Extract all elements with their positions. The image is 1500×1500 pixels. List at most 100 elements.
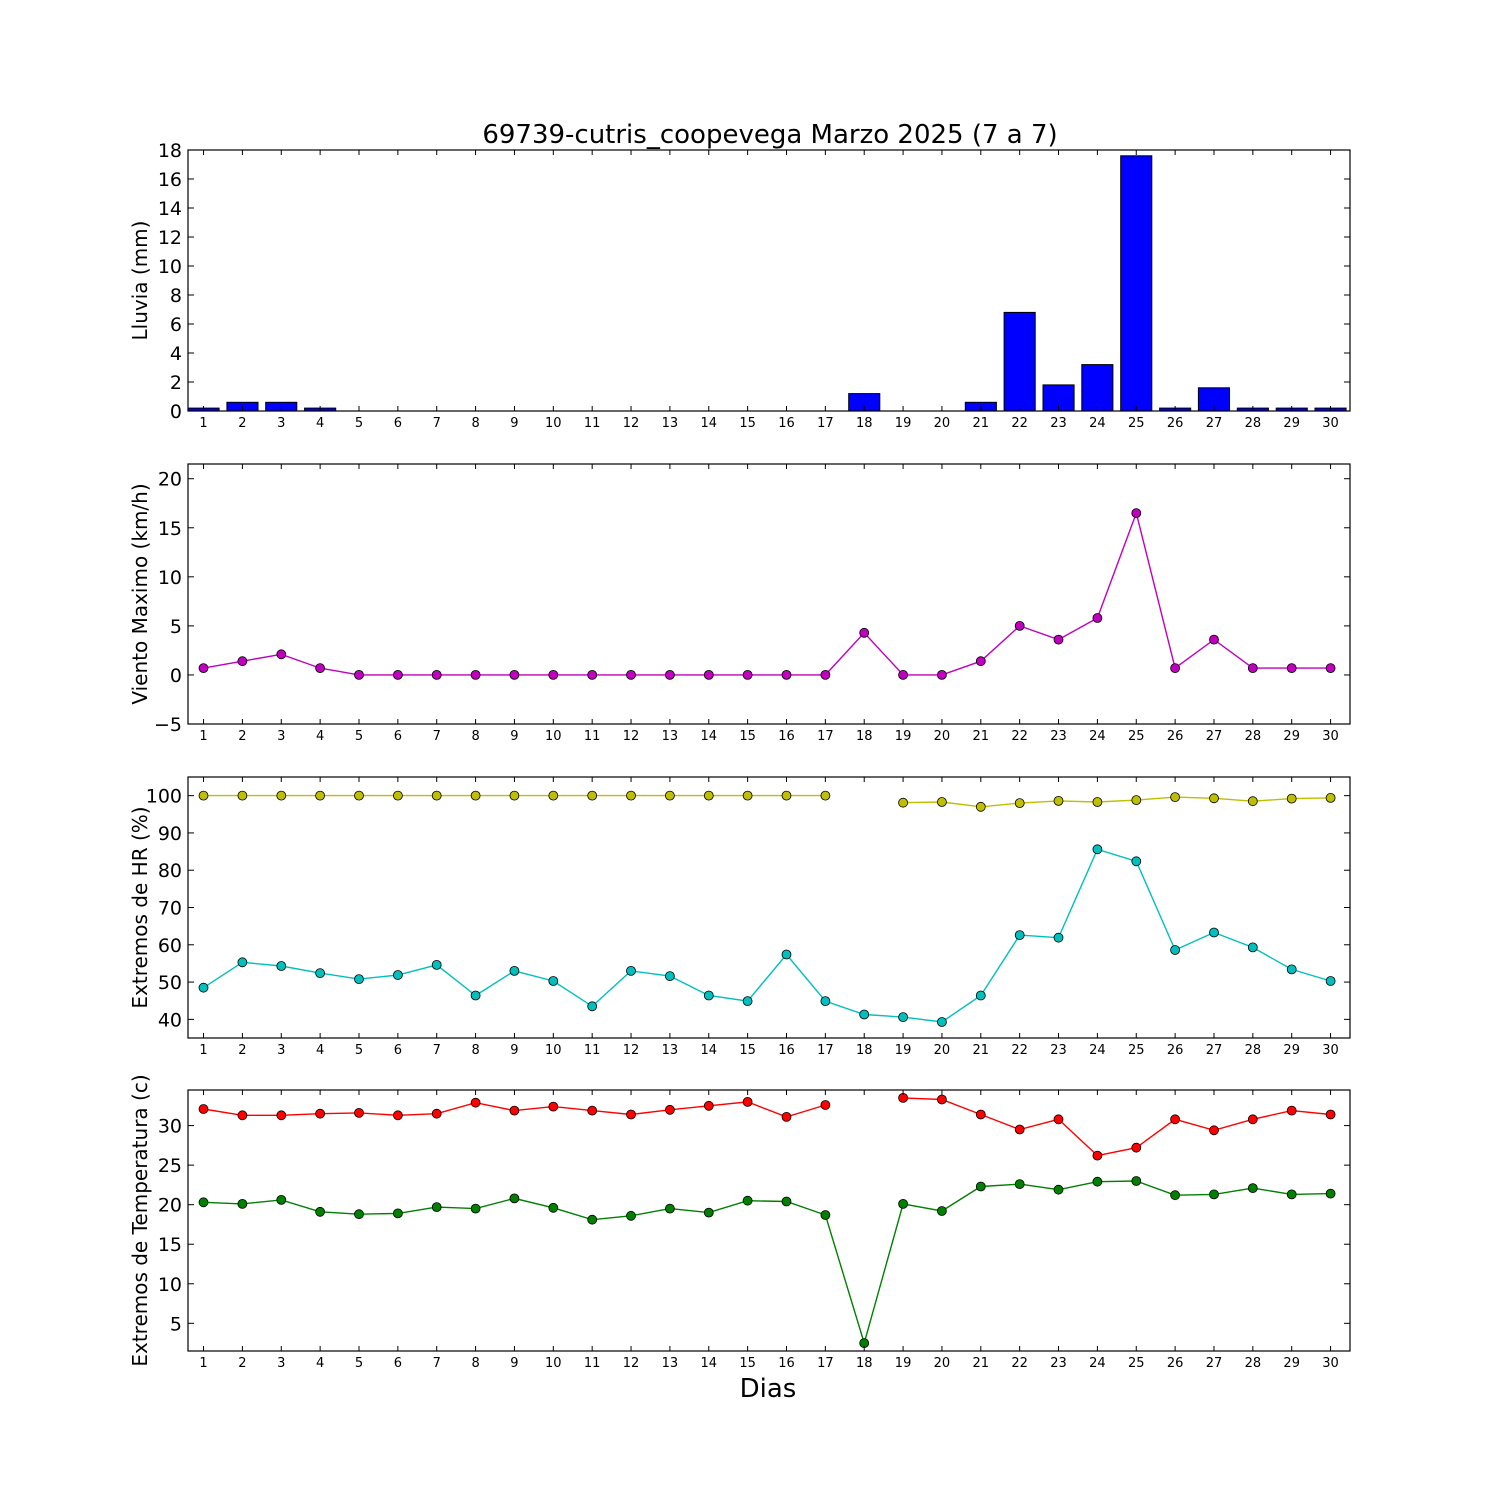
series-1-point-day-21 [975,656,986,667]
x-tick-label: 21 [973,729,990,744]
x-tick-label: 27 [1206,1043,1223,1058]
y-tick-label: 15 [158,1234,182,1256]
series-2-point-day-6 [392,1208,403,1219]
x-tick-label: 28 [1245,416,1262,431]
series-1-point-day-14 [703,670,714,680]
x-tick-label: 30 [1322,1043,1339,1058]
series-1-point-day-4 [315,790,326,801]
series-1-point-day-30 [1325,1109,1336,1120]
series-1-point-day-15 [742,1097,753,1107]
x-tick-label: 14 [700,416,717,431]
y-tick-label: 2 [170,372,182,394]
x-tick-label: 8 [471,729,479,744]
y-tick-label: 80 [158,860,182,882]
x-tick-label: 13 [662,1356,679,1371]
series-1-point-day-2 [237,790,248,801]
x-tick-label: 9 [510,416,518,431]
series-1-point-day-6 [392,670,403,680]
series-2-point-day-6 [392,970,403,980]
series-1-point-day-3 [276,1110,287,1121]
series-2-point-day-20 [937,1017,947,1027]
x-tick-label: 11 [584,416,601,431]
x-tick-label: 25 [1128,1043,1145,1058]
series-2-point-day-16 [781,949,792,960]
series-1-point-day-11 [587,790,598,801]
y-tick-label: 20 [158,1195,182,1217]
x-tick-label: 12 [623,729,640,744]
x-tick-label: 18 [856,416,873,431]
x-tick-label: 4 [316,416,324,431]
series-2-line-segment-1 [203,1180,1331,1346]
x-tick-label: 3 [277,416,285,431]
series-1-point-day-28 [1247,663,1258,673]
y-tick-label: 25 [158,1155,182,1177]
x-tick-label: 18 [856,1356,873,1371]
series-2-point-day-9 [509,966,520,976]
y-tick-label: 20 [158,469,182,491]
x-tick-label: 9 [510,729,518,744]
x-tick-label: 20 [934,1356,951,1371]
x-tick-label: 22 [1011,1043,1028,1058]
x-tick-label: 1 [199,1043,207,1058]
series-2-point-day-7 [431,1202,442,1212]
x-tick-label: 22 [1011,1356,1028,1371]
x-tick-label: 20 [934,416,951,431]
series-2-point-day-21 [975,990,986,1001]
series-1-point-day-18 [859,627,870,638]
series-1-point-day-26 [1170,1114,1180,1125]
plot-frame [187,776,1351,1039]
x-tick-label: 2 [238,729,246,744]
series-2-point-day-8 [470,1203,481,1214]
series-1-point-day-23 [1053,634,1064,645]
x-tick-label: 12 [623,1043,640,1058]
x-tick-label: 2 [238,1356,246,1371]
y-tick-label: 0 [170,401,182,423]
x-tick-label: 17 [817,729,834,744]
bar-day-22 [1003,311,1036,412]
y-tick-label: 50 [158,972,182,994]
x-tick-label: 26 [1167,1356,1184,1371]
series-1-point-day-9 [509,1105,520,1116]
x-tick-label: 14 [700,1043,717,1058]
series-1-point-day-3 [276,649,287,660]
series-1-point-day-28 [1247,1114,1258,1125]
series-1-point-day-12 [626,790,636,801]
series-1-point-day-22 [1014,798,1025,808]
x-tick-label: 26 [1167,416,1184,431]
x-tick-label: 10 [545,416,562,431]
x-tick-label: 19 [895,1043,912,1058]
y-tick-label: 4 [170,343,182,365]
series-1-point-day-1 [198,1104,209,1114]
bar-day-24 [1081,364,1114,412]
series-1-point-day-14 [703,1100,714,1111]
series-2-point-day-13 [665,1203,675,1214]
series-2-point-day-25 [1131,856,1142,867]
x-tick-label: 29 [1283,729,1300,744]
series-1-line-segment-2 [903,1097,1331,1157]
x-tick-label: 15 [739,729,756,744]
x-tick-label: 22 [1011,416,1028,431]
series-1-point-day-16 [781,790,792,801]
series-2-point-day-24 [1092,844,1103,855]
x-tick-label: 10 [545,729,562,744]
x-tick-label: 4 [316,729,324,744]
x-tick-label: 15 [739,416,756,431]
series-1-point-day-12 [626,1109,636,1120]
x-tick-label: 5 [355,1043,363,1058]
series-1-point-day-1 [198,663,209,673]
x-tick-label: 11 [584,1356,601,1371]
x-tick-label: 4 [316,1043,324,1058]
x-tick-label: 14 [700,1356,717,1371]
series-2-point-day-25 [1131,1176,1142,1186]
series-2-point-day-27 [1209,927,1219,938]
series-1-point-day-13 [665,790,675,801]
series-2-point-day-9 [509,1193,520,1204]
series-1-point-day-26 [1170,663,1180,673]
series-1-line-segment-1 [203,510,1331,676]
series-1-point-day-3 [276,790,287,801]
series-2-point-day-1 [198,1197,209,1208]
series-1-point-day-7 [431,670,442,680]
y-tick-label: 10 [158,1274,182,1296]
